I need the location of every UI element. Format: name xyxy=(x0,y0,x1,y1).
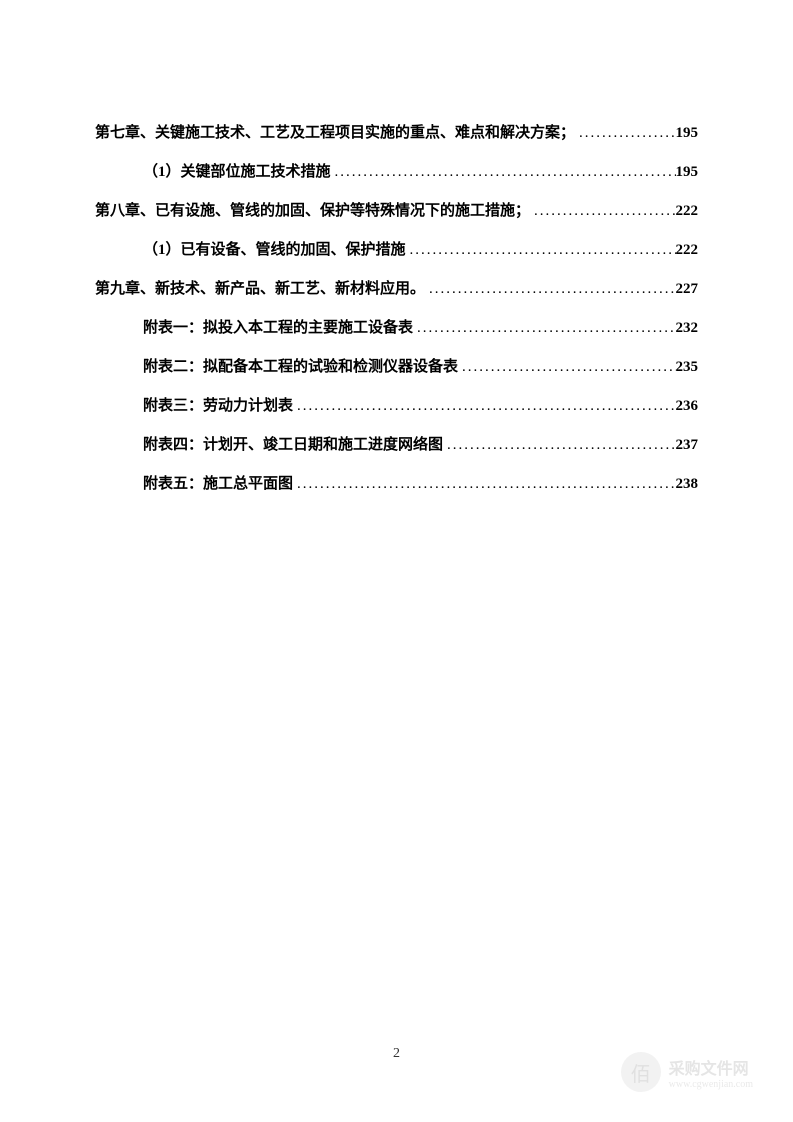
toc-label: 第八章、已有设施、管线的加固、保护等特殊情况下的施工措施； xyxy=(95,198,530,225)
toc-entry-7-1: （1）关键部位施工技术措施 195 xyxy=(95,159,698,186)
toc-page: 222 xyxy=(676,237,699,264)
toc-page: 227 xyxy=(676,276,699,303)
watermark: 佰 采购文件网 www.cgwenjian.com xyxy=(621,1052,753,1092)
toc-entry-appendix-1: 附表一：拟投入本工程的主要施工设备表 232 xyxy=(95,315,698,342)
toc-entry-appendix-4: 附表四：计划开、竣工日期和施工进度网络图 237 xyxy=(95,432,698,459)
toc-page: 195 xyxy=(676,159,699,186)
toc-label: （1）关键部位施工技术措施 xyxy=(143,159,331,186)
toc-page: 195 xyxy=(676,120,699,147)
toc-page: 237 xyxy=(676,432,699,459)
toc-label: 第七章、关键施工技术、工艺及工程项目实施的重点、难点和解决方案； xyxy=(95,120,575,147)
watermark-text: 采购文件网 www.cgwenjian.com xyxy=(669,1055,753,1090)
toc-dots xyxy=(413,315,675,342)
toc-entry-chapter-8: 第八章、已有设施、管线的加固、保护等特殊情况下的施工措施； 222 xyxy=(95,198,698,225)
toc-dots xyxy=(458,354,675,381)
toc-label: 第九章、新技术、新产品、新工艺、新材料应用。 xyxy=(95,276,425,303)
watermark-logo-icon: 佰 xyxy=(621,1052,661,1092)
toc-label: 附表四：计划开、竣工日期和施工进度网络图 xyxy=(143,432,443,459)
toc-dots xyxy=(443,432,675,459)
toc-entry-chapter-7: 第七章、关键施工技术、工艺及工程项目实施的重点、难点和解决方案； 195 xyxy=(95,120,698,147)
toc-dots xyxy=(331,159,676,186)
toc-page: 222 xyxy=(676,198,699,225)
toc-entry-appendix-2: 附表二：拟配备本工程的试验和检测仪器设备表 235 xyxy=(95,354,698,381)
watermark-title: 采购文件网 xyxy=(669,1055,753,1079)
toc-page: 236 xyxy=(676,393,699,420)
toc-dots xyxy=(293,393,675,420)
toc-entry-appendix-3: 附表三：劳动力计划表 236 xyxy=(95,393,698,420)
toc-label: 附表一：拟投入本工程的主要施工设备表 xyxy=(143,315,413,342)
toc-container: 第七章、关键施工技术、工艺及工程项目实施的重点、难点和解决方案； 195 （1）… xyxy=(0,0,793,498)
watermark-url: www.cgwenjian.com xyxy=(669,1079,753,1090)
toc-dots xyxy=(425,276,675,303)
toc-label: 附表三：劳动力计划表 xyxy=(143,393,293,420)
toc-dots xyxy=(575,120,675,147)
toc-label: 附表五：施工总平面图 xyxy=(143,471,293,498)
toc-page: 232 xyxy=(676,315,699,342)
toc-page: 238 xyxy=(676,471,699,498)
toc-page: 235 xyxy=(676,354,699,381)
toc-label: （1）已有设备、管线的加固、保护措施 xyxy=(143,237,406,264)
toc-dots xyxy=(293,471,675,498)
toc-entry-appendix-5: 附表五：施工总平面图 238 xyxy=(95,471,698,498)
toc-entry-chapter-9: 第九章、新技术、新产品、新工艺、新材料应用。 227 xyxy=(95,276,698,303)
toc-label: 附表二：拟配备本工程的试验和检测仪器设备表 xyxy=(143,354,458,381)
toc-dots xyxy=(530,198,675,225)
toc-entry-8-1: （1）已有设备、管线的加固、保护措施 222 xyxy=(95,237,698,264)
toc-dots xyxy=(406,237,676,264)
